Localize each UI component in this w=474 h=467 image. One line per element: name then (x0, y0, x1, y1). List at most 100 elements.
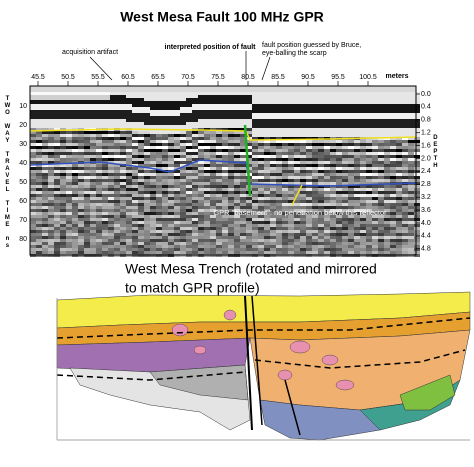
radargram-cell (132, 125, 138, 128)
radargram-cell (306, 227, 312, 230)
radargram-cell (396, 143, 402, 146)
top-tick-label: 65.5 (151, 74, 165, 81)
radargram-cell (180, 98, 186, 101)
radargram-cell (198, 203, 204, 206)
radargram-cell (144, 230, 150, 233)
radargram-cell (252, 122, 258, 125)
radargram-cell (348, 167, 354, 170)
radargram-cell (60, 221, 66, 224)
radargram-cell (210, 206, 216, 209)
radargram-cell (204, 233, 210, 236)
radargram-cell (210, 152, 216, 155)
radargram-cell (288, 170, 294, 173)
radargram-cell (204, 248, 210, 251)
radargram-cell (264, 215, 270, 218)
radargram-cell (54, 137, 60, 140)
radargram-cell (48, 113, 54, 116)
radargram-cell (366, 104, 372, 107)
radargram-cell (150, 194, 156, 197)
radargram-cell (240, 170, 246, 173)
radargram-cell (270, 203, 276, 206)
radargram-cell (306, 107, 312, 110)
radargram-cell (414, 140, 420, 143)
radargram-cell (42, 122, 48, 125)
right-tick-label: 4.0 (421, 220, 431, 227)
radargram-cell (330, 158, 336, 161)
radargram-cell (282, 158, 288, 161)
radargram-cell (96, 119, 102, 122)
radargram-cell (234, 200, 240, 203)
radargram-cell (306, 113, 312, 116)
radargram-cell (96, 203, 102, 206)
radargram-cell (342, 233, 348, 236)
radargram-cell (222, 227, 228, 230)
radargram-cell (150, 176, 156, 179)
radargram-cell (30, 179, 36, 182)
radargram-cell (96, 110, 102, 113)
radargram-cell (366, 197, 372, 200)
radargram-cell (54, 191, 60, 194)
radargram-cell (378, 197, 384, 200)
radargram-cell (318, 188, 324, 191)
radargram-cell (288, 95, 294, 98)
radargram-cell (72, 119, 78, 122)
radargram-cell (408, 221, 414, 224)
radargram-cell (246, 230, 252, 233)
radargram-cell (150, 200, 156, 203)
radargram-cell (414, 119, 420, 122)
radargram-cell (54, 161, 60, 164)
radargram-cell (114, 149, 120, 152)
radargram-cell (276, 245, 282, 248)
radargram-cell (222, 224, 228, 227)
radargram-cell (312, 119, 318, 122)
radargram-cell (168, 140, 174, 143)
radargram-cell (204, 197, 210, 200)
radargram-cell (408, 152, 414, 155)
radargram-cell (270, 179, 276, 182)
radargram-cell (66, 209, 72, 212)
radargram-cell (114, 242, 120, 245)
radargram-cell (114, 161, 120, 164)
radargram-cell (186, 215, 192, 218)
radargram-cell (324, 155, 330, 158)
radargram-cell (288, 212, 294, 215)
radargram-cell (120, 236, 126, 239)
radargram-cell (156, 242, 162, 245)
radargram-cell (54, 140, 60, 143)
radargram-cell (270, 92, 276, 95)
radargram-cell (186, 173, 192, 176)
radargram-cell (72, 134, 78, 137)
radargram-cell (348, 242, 354, 245)
annotation: acquisition artifact (62, 49, 118, 56)
radargram-cell (108, 161, 114, 164)
radargram-cell (210, 170, 216, 173)
radargram-cell (360, 173, 366, 176)
radargram-cell (204, 107, 210, 110)
radargram-cell (210, 98, 216, 101)
radargram-cell (282, 122, 288, 125)
radargram-cell (198, 209, 204, 212)
radargram-cell (192, 209, 198, 212)
radargram-cell (408, 224, 414, 227)
radargram-cell (390, 194, 396, 197)
radargram-cell (222, 110, 228, 113)
radargram-cell (228, 146, 234, 149)
radargram-cell (54, 152, 60, 155)
radargram-cell (258, 137, 264, 140)
radargram-cell (402, 245, 408, 248)
radargram-cell (108, 131, 114, 134)
radargram-cell (120, 224, 126, 227)
radargram-cell (300, 197, 306, 200)
radargram-cell (306, 125, 312, 128)
radargram-cell (234, 221, 240, 224)
radargram-cell (414, 215, 420, 218)
radargram-cell (138, 248, 144, 251)
radargram-cell (300, 227, 306, 230)
radargram-cell (318, 242, 324, 245)
radargram-cell (240, 146, 246, 149)
radargram-cell (108, 239, 114, 242)
radargram-cell (102, 242, 108, 245)
radargram-cell (324, 119, 330, 122)
radargram-cell (390, 188, 396, 191)
radargram-cell (342, 119, 348, 122)
